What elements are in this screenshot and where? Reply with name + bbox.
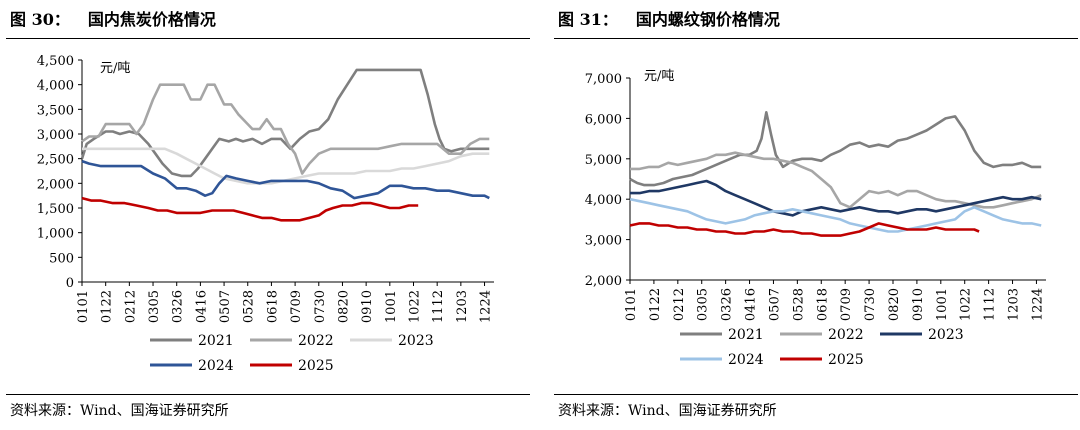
x-tick-label: 0416	[744, 288, 759, 321]
x-tick-label: 1112	[983, 288, 998, 321]
y-tick-label: 6,000	[585, 112, 622, 127]
y-tick-label: 1,000	[37, 227, 74, 242]
x-tick-label: 0820	[336, 290, 351, 323]
x-tick-label: 0305	[147, 290, 162, 323]
x-tick-label: 0910	[911, 288, 926, 321]
x-tick-label: 0326	[720, 288, 735, 321]
rebar-price-panel: 图 31： 国内螺纹钢价格情况 元/吨 2,000 3,000 4,000 5,000 6,…	[548, 0, 1078, 430]
y-tick-label: 3,500	[37, 103, 74, 118]
source-note: 资料来源：Wind、国海证券研究所	[558, 403, 777, 419]
bottom-rule	[554, 394, 1078, 395]
x-tick-label: 0101	[76, 290, 91, 323]
legend-label-2022: 2022	[828, 327, 864, 343]
legend-label-2023: 2023	[398, 333, 434, 349]
legend-label-2021: 2021	[198, 333, 234, 349]
y-tick-label: 2,500	[37, 153, 74, 168]
x-tick-label: 0709	[289, 290, 304, 323]
legend-label-2025: 2025	[298, 358, 334, 374]
x-tick-label: 1001	[384, 290, 399, 323]
x-tick-label: 0326	[171, 290, 186, 323]
y-tick-label: 7,000	[585, 72, 622, 87]
x-tick-label: 0122	[100, 290, 115, 323]
series-line-2021	[629, 111, 1042, 187]
y-tick-label: 3,000	[37, 128, 74, 143]
y-tick-label: 2,000	[37, 177, 74, 192]
series-line-2025	[629, 222, 980, 237]
y-tick-label: 4,000	[585, 193, 622, 208]
rebar-price-chart: 元/吨 2,000 3,000 4,000 5,000 6,000 7,000 0101 012…	[585, 69, 1046, 368]
figure-number: 图 31：	[558, 10, 618, 29]
x-tick-label: 1001	[935, 288, 950, 321]
series-line-2022	[630, 151, 1042, 209]
legend-label-2023: 2023	[928, 327, 964, 343]
y-tick-label: 3,000	[585, 234, 622, 249]
figure-title-text: 国内焦炭价格情况	[87, 10, 216, 29]
y-tick-label: 500	[49, 251, 74, 266]
y-tick-label: 5,000	[585, 153, 622, 168]
y-tick-label: 4,500	[37, 54, 74, 69]
x-tick-label: 1224	[1030, 288, 1045, 321]
source-note: 资料来源：Wind、国海证券研究所	[10, 403, 229, 419]
bottom-rule	[6, 394, 530, 395]
coke-price-chart: 元/吨 0 500 1,000 1,500 2,000 2,500 3,000 3,500 4,0…	[37, 54, 494, 374]
x-tick-label: 0618	[265, 290, 280, 323]
x-tick-label: 0910	[360, 290, 375, 323]
figure-number: 图 30：	[10, 10, 70, 29]
figure-title-text: 国内螺纹钢价格情况	[635, 10, 780, 29]
unit-label: 元/吨	[100, 61, 130, 76]
x-tick-label: 0122	[648, 288, 663, 321]
x-tick-label: 1022	[407, 290, 422, 323]
x-tick-label: 0709	[839, 288, 854, 321]
series-line-2023	[630, 179, 1042, 217]
legend-label-2021: 2021	[728, 327, 764, 343]
series-line-2024	[81, 159, 490, 200]
coke-price-panel: 图 30： 国内焦炭价格情况 元/吨 0 500 1,000 1,500 2,000 2,50…	[0, 0, 530, 430]
unit-label: 元/吨	[644, 69, 674, 84]
figure-title: 图 31： 国内螺纹钢价格情况	[558, 6, 780, 30]
x-tick-label: 1203	[455, 290, 470, 323]
top-rule	[6, 38, 530, 39]
x-tick-label: 0618	[815, 288, 830, 321]
series-line-2021	[80, 68, 490, 178]
x-tick-label: 0730	[863, 288, 878, 321]
x-tick-label: 0305	[696, 288, 711, 321]
x-tick-label: 0212	[123, 290, 138, 323]
x-tick-label: 0528	[242, 290, 257, 323]
legend-label-2025: 2025	[828, 352, 864, 368]
series-line-2024	[629, 197, 1042, 233]
y-tick-label: 4,000	[37, 79, 74, 94]
x-tick-label: 1203	[1007, 288, 1022, 321]
top-rule	[554, 38, 1078, 39]
legend-label-2024: 2024	[198, 358, 234, 374]
x-tick-label: 0730	[313, 290, 328, 323]
x-tick-label: 0416	[194, 290, 209, 323]
x-tick-label: 0528	[791, 288, 806, 321]
x-tick-label: 0507	[218, 290, 233, 323]
series-line-2025	[81, 196, 419, 222]
series-line-2022	[81, 83, 490, 175]
y-tick-label: 2,000	[585, 274, 622, 289]
legend-label-2024: 2024	[728, 352, 764, 368]
x-tick-label: 0820	[887, 288, 902, 321]
legend-label-2022: 2022	[298, 333, 334, 349]
x-tick-label: 0212	[672, 288, 687, 321]
figure-title: 图 30： 国内焦炭价格情况	[10, 6, 216, 30]
x-tick-label: 1224	[479, 290, 494, 323]
x-tick-label: 0101	[624, 288, 639, 321]
x-tick-label: 1022	[959, 288, 974, 321]
y-tick-label: 0	[66, 276, 74, 291]
x-tick-label: 1112	[431, 290, 446, 323]
x-tick-label: 0507	[767, 288, 782, 321]
y-tick-label: 1,500	[37, 202, 74, 217]
